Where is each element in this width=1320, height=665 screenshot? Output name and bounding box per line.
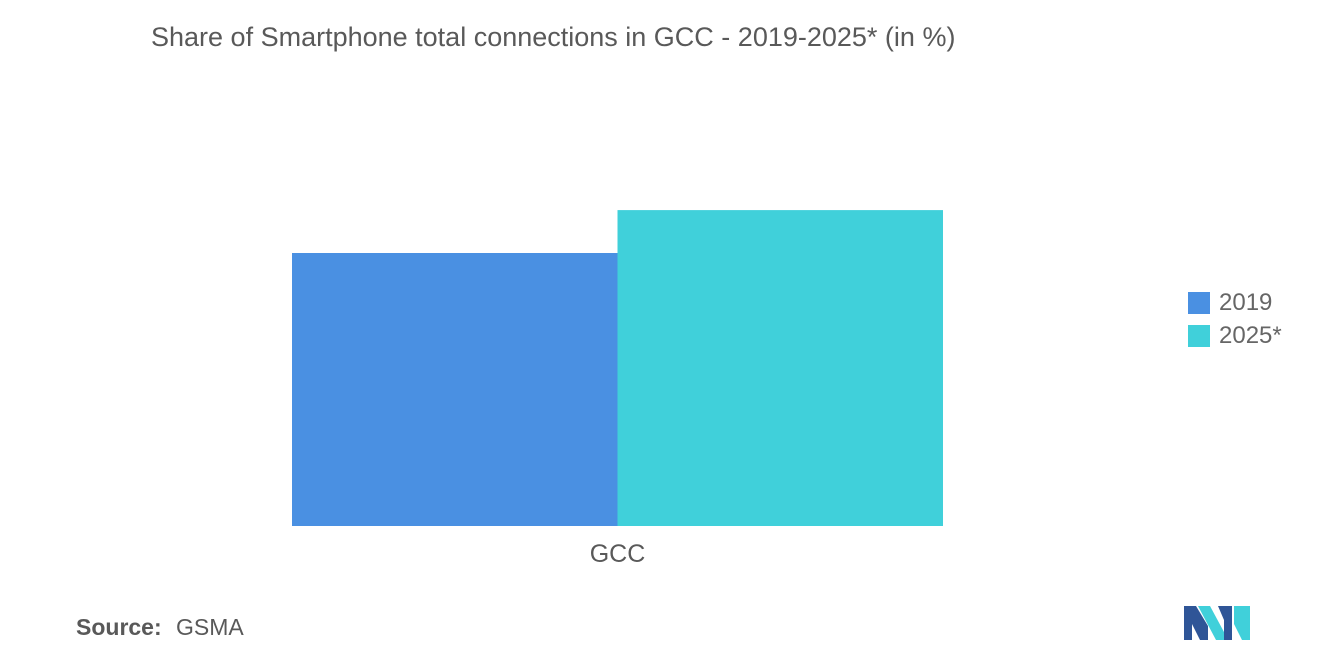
- bar-gcc-2019: [292, 253, 618, 526]
- legend-item-2025: 2025*: [1188, 319, 1282, 352]
- legend: 2019 2025*: [1188, 286, 1282, 352]
- legend-item-2019: 2019: [1188, 286, 1282, 319]
- x-tick-label: GCC: [590, 540, 646, 568]
- chart-title: Share of Smartphone total connections in…: [151, 22, 956, 52]
- source-note: Source: GSMA: [76, 614, 244, 641]
- source-label: Source:: [76, 614, 162, 640]
- source-value: GSMA: [176, 614, 244, 640]
- legend-swatch-2025: [1188, 324, 1210, 347]
- legend-label-2019: 2019: [1219, 288, 1273, 316]
- bar-gcc-2025: [617, 210, 943, 526]
- legend-label-2025: 2025*: [1219, 321, 1282, 349]
- legend-swatch-2019: [1188, 291, 1210, 314]
- mordor-intelligence-logo-icon: [1184, 606, 1250, 640]
